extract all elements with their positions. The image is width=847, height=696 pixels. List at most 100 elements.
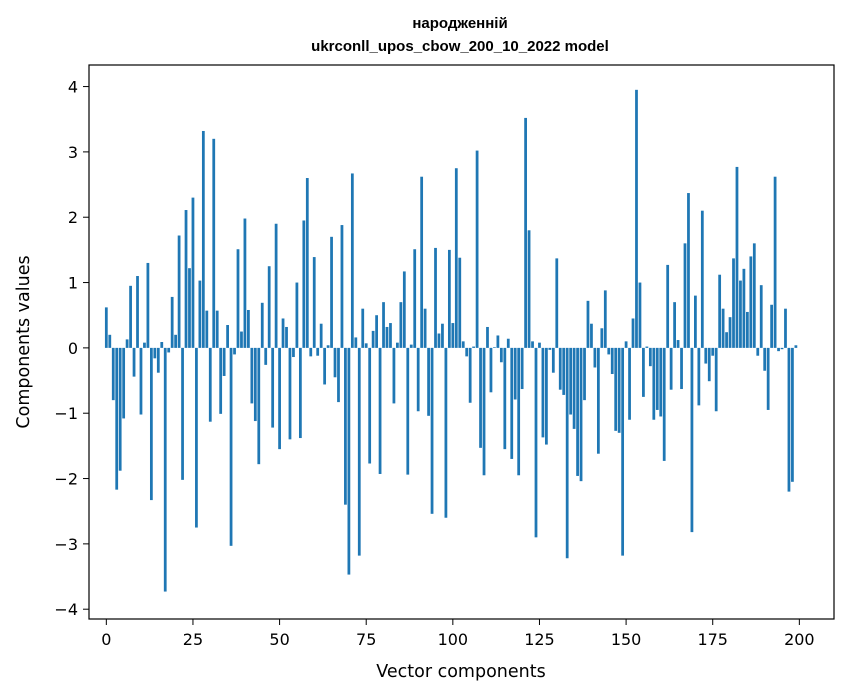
bar xyxy=(780,347,784,350)
x-tick-label: 175 xyxy=(697,630,728,649)
bar xyxy=(468,347,472,403)
bar xyxy=(257,347,261,465)
bar xyxy=(694,295,697,348)
bar xyxy=(756,347,760,356)
bar xyxy=(461,341,465,348)
bar xyxy=(614,347,618,431)
bar xyxy=(267,266,271,348)
bar xyxy=(139,347,143,415)
bar xyxy=(396,342,399,348)
bar xyxy=(226,325,229,348)
chart-subtitle: ukrconll_upos_cbow_200_10_2022 model xyxy=(311,38,609,55)
bar xyxy=(499,347,503,363)
bar xyxy=(572,347,576,429)
bar xyxy=(240,331,243,348)
bar xyxy=(458,257,462,348)
bar xyxy=(281,318,285,348)
bar xyxy=(517,347,521,476)
bar xyxy=(583,347,586,401)
bar xyxy=(305,178,309,348)
bar xyxy=(122,347,126,419)
bar xyxy=(680,347,683,390)
bar xyxy=(576,347,579,476)
bar xyxy=(444,347,448,518)
bar xyxy=(714,347,718,412)
bar xyxy=(382,302,385,348)
bar xyxy=(711,347,715,356)
y-axis-label: Components values xyxy=(14,255,34,428)
y-tick-label: 3 xyxy=(68,143,78,162)
bar xyxy=(534,347,538,538)
bar xyxy=(652,347,656,420)
bar xyxy=(434,247,437,348)
bar xyxy=(347,347,351,575)
x-axis: 0 25 50 75 100 125 150 175 200 xyxy=(101,619,815,649)
bar xyxy=(361,308,365,348)
bar xyxy=(298,347,302,439)
bar xyxy=(333,347,337,378)
bar xyxy=(111,347,115,401)
bar xyxy=(541,347,545,438)
bar xyxy=(610,347,614,375)
bar xyxy=(312,257,316,348)
bar xyxy=(739,280,742,348)
bar xyxy=(340,225,344,348)
bar xyxy=(586,300,590,348)
bar xyxy=(551,347,555,373)
bar xyxy=(181,347,184,480)
bar xyxy=(364,343,368,348)
bar xyxy=(118,347,122,471)
bar xyxy=(527,230,531,348)
bar xyxy=(784,308,787,348)
bar xyxy=(506,338,510,348)
bar xyxy=(104,307,108,348)
bar xyxy=(368,347,372,464)
bar xyxy=(330,236,333,348)
bar xyxy=(132,347,136,377)
bar xyxy=(489,347,493,393)
bar xyxy=(219,347,223,414)
bar xyxy=(763,347,767,371)
bar xyxy=(794,345,798,348)
bar xyxy=(212,138,216,348)
bar xyxy=(673,302,676,348)
bar xyxy=(378,347,382,474)
bar xyxy=(579,347,583,482)
bar xyxy=(302,220,306,348)
bar xyxy=(402,271,406,348)
bar xyxy=(222,347,226,376)
y-tick-label: −3 xyxy=(54,535,78,554)
bar xyxy=(690,347,694,533)
bar xyxy=(288,347,292,440)
bar xyxy=(562,347,566,395)
bar xyxy=(198,280,202,348)
bar xyxy=(770,304,774,348)
bar xyxy=(406,347,410,475)
bar xyxy=(337,347,340,403)
bar xyxy=(278,347,281,450)
bar xyxy=(399,302,403,348)
bar xyxy=(745,311,749,348)
bar xyxy=(243,218,247,348)
bar xyxy=(125,339,129,348)
bar xyxy=(392,347,396,404)
bar xyxy=(437,333,441,348)
bar xyxy=(309,347,313,357)
x-tick-label: 25 xyxy=(183,630,203,649)
bar xyxy=(215,310,219,348)
bar xyxy=(143,342,146,348)
bar xyxy=(174,334,178,348)
bar xyxy=(503,347,507,450)
bar xyxy=(635,89,638,348)
bar xyxy=(676,340,680,348)
bar xyxy=(430,347,434,514)
bar xyxy=(638,282,642,348)
bar xyxy=(617,347,621,433)
y-tick-label: 1 xyxy=(68,274,78,293)
bar xyxy=(108,334,112,348)
bar xyxy=(191,197,195,348)
bar xyxy=(725,332,728,348)
bar xyxy=(136,276,139,348)
bar xyxy=(323,347,327,385)
